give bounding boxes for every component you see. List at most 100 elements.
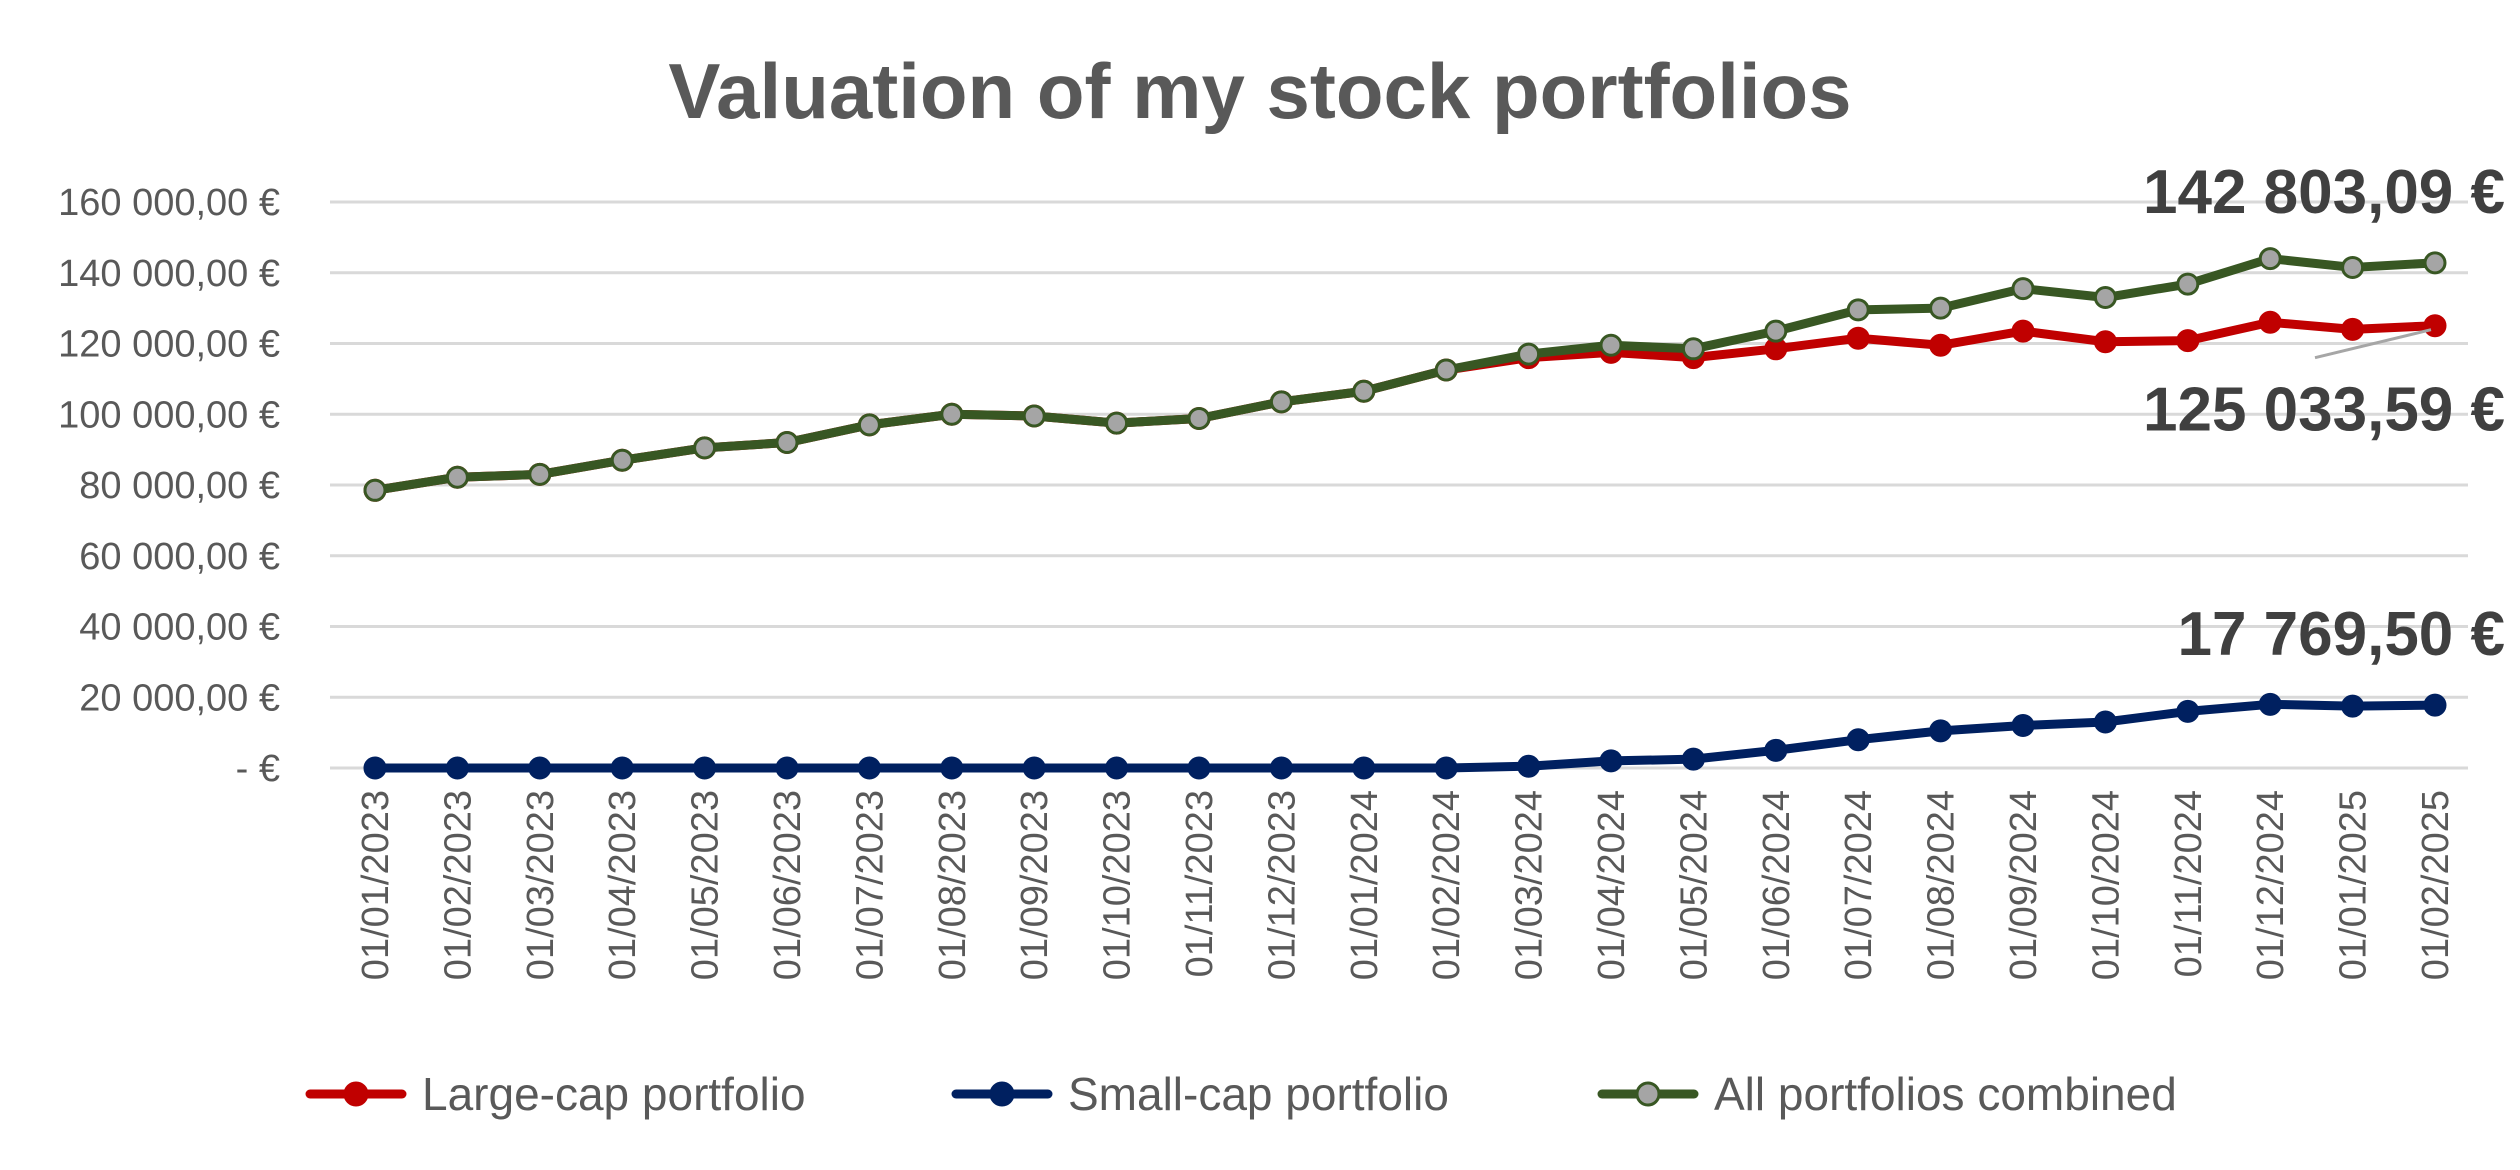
legend-swatch-marker — [1635, 1081, 1661, 1107]
x-tick-label: 01/01/2024 — [1344, 790, 1386, 980]
x-tick-label: 01/03/2024 — [1509, 790, 1551, 980]
series-line — [370, 254, 2440, 495]
data-point — [2011, 277, 2035, 301]
data-point — [2093, 330, 2117, 354]
data-point — [1187, 406, 1211, 430]
data-point — [2176, 699, 2200, 723]
chart-title: Valuation of my stock portfolios — [668, 47, 1851, 135]
x-tick-label: 01/02/2025 — [2415, 790, 2457, 980]
data-point — [1105, 411, 1129, 435]
data-point — [2258, 247, 2282, 271]
data-point — [1269, 390, 1293, 414]
data-point — [2341, 694, 2365, 718]
data-point — [2011, 714, 2035, 738]
x-tick-label: 01/10/2023 — [1097, 790, 1139, 980]
data-point — [940, 756, 964, 780]
series-lines — [363, 247, 2447, 780]
x-tick-label: 01/01/2025 — [2333, 790, 2375, 980]
data-point — [2423, 251, 2447, 275]
data-point — [1269, 756, 1293, 780]
x-tick-label: 01/11/2024 — [2168, 790, 2210, 977]
y-tick-label: - € — [236, 748, 280, 790]
series-all-portfolios-combined — [363, 247, 2447, 502]
x-tick-label: 01/07/2023 — [849, 790, 891, 980]
annotation-label: 17 769,50 € — [2177, 600, 2505, 669]
data-point — [2258, 692, 2282, 716]
x-tick-label: 01/04/2023 — [602, 790, 644, 980]
data-point — [1681, 747, 1705, 771]
x-tick-label: 01/05/2023 — [685, 790, 727, 980]
x-tick-label: 01/05/2024 — [1673, 790, 1715, 980]
y-tick-label: 120 000,00 € — [58, 324, 280, 366]
x-tick-label: 01/12/2023 — [1261, 790, 1303, 980]
data-point — [1681, 337, 1705, 361]
y-tick-label: 20 000,00 € — [79, 677, 280, 719]
data-point — [610, 756, 634, 780]
data-point — [1022, 756, 1046, 780]
data-point — [2011, 319, 2035, 343]
series-line — [370, 317, 2440, 495]
data-point — [1434, 358, 1458, 382]
x-tick-label: 01/03/2023 — [520, 790, 562, 980]
x-tick-label: 01/11/2023 — [1179, 790, 1221, 977]
y-tick-label: 100 000,00 € — [58, 394, 280, 436]
x-tick-label: 01/02/2024 — [1426, 790, 1468, 980]
data-point — [1846, 298, 1870, 322]
data-point — [1929, 719, 1953, 743]
x-tick-label: 01/06/2024 — [1756, 790, 1798, 980]
annotation-label: 142 803,09 € — [2143, 158, 2505, 227]
data-point — [1187, 756, 1211, 780]
data-point — [1599, 749, 1623, 773]
data-point — [1764, 738, 1788, 762]
annotation-label: 125 033,59 € — [2143, 376, 2505, 445]
data-point — [1517, 342, 1541, 366]
y-tick-label: 80 000,00 € — [79, 465, 280, 507]
data-point — [2093, 286, 2117, 310]
data-point — [857, 413, 881, 437]
data-point — [1929, 333, 1953, 357]
data-point — [528, 756, 552, 780]
gridlines — [330, 200, 2468, 770]
x-tick-label: 01/06/2023 — [767, 790, 809, 980]
y-tick-label: 60 000,00 € — [79, 536, 280, 578]
legend-label: Large-cap portfolio — [422, 1068, 806, 1120]
y-tick-label: 140 000,00 € — [58, 253, 280, 295]
data-point — [445, 756, 469, 780]
data-point — [2423, 314, 2447, 338]
data-point — [528, 462, 552, 486]
x-tick-label: 01/04/2024 — [1591, 790, 1633, 980]
data-point — [1352, 379, 1376, 403]
data-point — [1764, 319, 1788, 343]
data-point — [857, 756, 881, 780]
data-point — [2176, 329, 2200, 353]
x-axis-ticks: 01/01/2023 01/02/2023 01/03/2023 01/04/2023… — [355, 790, 2457, 980]
data-point — [940, 402, 964, 426]
legend: Large-cap portfolio Small-cap portfolio Al… — [305, 1068, 2177, 1120]
data-point — [610, 448, 634, 472]
legend-item: Small-cap portfolio — [951, 1068, 1449, 1120]
data-point — [363, 478, 387, 502]
y-tick-label: 160 000,00 € — [58, 182, 280, 224]
legend-item: Large-cap portfolio — [305, 1068, 806, 1120]
x-tick-label: 01/09/2023 — [1014, 790, 1056, 980]
data-point — [2341, 255, 2365, 279]
data-point — [1846, 326, 1870, 350]
data-point — [445, 465, 469, 489]
legend-label: All portfolios combined — [1714, 1068, 2177, 1120]
annotation-leader — [2314, 328, 2432, 360]
series-large-cap-portfolio — [363, 310, 2447, 502]
x-tick-label: 01/02/2023 — [437, 790, 479, 980]
series-line — [370, 699, 2440, 773]
data-point — [1929, 296, 1953, 320]
legend-swatch-marker — [343, 1081, 369, 1107]
data-point — [693, 436, 717, 460]
data-point — [775, 756, 799, 780]
x-tick-label: 01/12/2024 — [2250, 790, 2292, 980]
data-point — [363, 756, 387, 780]
data-point — [2093, 710, 2117, 734]
data-point — [1352, 756, 1376, 780]
legend-swatch-marker — [989, 1081, 1015, 1107]
data-point — [1434, 756, 1458, 780]
x-tick-label: 01/09/2024 — [2003, 790, 2045, 980]
